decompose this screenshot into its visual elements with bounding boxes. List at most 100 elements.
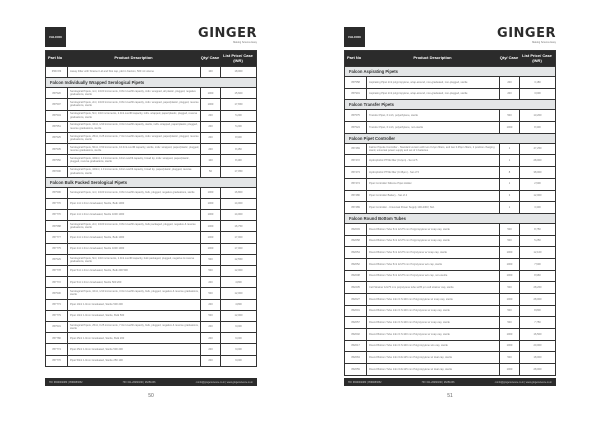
- cell-price: 9,000: [220, 344, 256, 355]
- table-row: 357486 Pipet Controller Battery - Set of …: [345, 189, 555, 202]
- header-part-no: Part No: [347, 55, 362, 61]
- cell-price: 8,300: [519, 122, 555, 133]
- cell-part-no: 357531: [52, 325, 61, 329]
- cell-qty: 200: [200, 144, 220, 155]
- cell-price: 28,260: [519, 282, 555, 293]
- cell-part-no: 357524: [351, 125, 360, 129]
- cell-description: Pipet 10ml 1.0mm Graduated, Sterile, Bul…: [67, 310, 200, 321]
- cell-price: 28,000: [519, 294, 555, 305]
- cell-description: Serological Pipets, 1ml, 1/100 increment…: [67, 187, 200, 198]
- cell-price: 8,490: [220, 155, 256, 166]
- cell-description: Pipet 25ml 1.0mm Graduated, Sterile, Bul…: [67, 333, 200, 344]
- cell-part-no: 352057: [351, 321, 360, 325]
- table-row: 357474 Pipet Controller Silicone Pipet Ho…: [345, 177, 555, 190]
- cell-price: 47,250: [519, 143, 555, 155]
- cell-price: 12,000: [519, 190, 555, 202]
- table-row: 357775 Pipet 2ml 1.0mm Graduated, Sterile…: [46, 242, 256, 254]
- cell-qty: 1000: [499, 258, 519, 270]
- table-row: 357773 Pipet 10ml 1.0mm Graduated, Steril…: [46, 298, 256, 310]
- catalog-page-left: FALCON GINGER Making Science Easy Part N…: [45, 0, 257, 424]
- cell-description: Hydrophobic PTFE filter (0.2µm) - Set of…: [366, 155, 499, 167]
- footer-office: HO: 011-26260190 | 26251036: [421, 380, 455, 384]
- cell-qty: 200: [499, 77, 519, 88]
- cell-qty: 1000: [200, 243, 220, 254]
- cell-qty: 200: [200, 121, 220, 132]
- cell-description: Round Bottom Tube 14ml 16x125 mm Polypro…: [366, 364, 499, 375]
- ginger-logo: GINGER Making Science Easy: [198, 26, 257, 44]
- table-row: 357472 Hydrophobic PTFE filter (0.2µm) - …: [345, 154, 555, 167]
- cell-part-no: 357600: [52, 169, 61, 173]
- table-row: 357529 Serological Pipets, 5ml, 1/10 incr…: [46, 253, 256, 265]
- cell-price: 17,000: [220, 243, 256, 254]
- table-row: 352057 Round Bottom Tube 14ml 17x100 mm P…: [345, 316, 555, 329]
- table-header: Part No Product Description Qty/ Case Li…: [46, 51, 256, 66]
- cell-part-no: 357775: [52, 247, 61, 251]
- cell-description: Round Bottom Tube 5ml 12x75 mm Polypropy…: [366, 223, 499, 235]
- table-row: 352003 Round Bottom Tube 5ml 12x75 mm Pol…: [345, 222, 555, 235]
- cell-part-no: 357472: [351, 159, 360, 163]
- header-description: Product Description: [114, 55, 153, 61]
- cell-price: 12,000: [220, 266, 256, 277]
- section-heading: Falcon Transfer Pipets: [345, 99, 555, 110]
- cell-description: Serological Pipets, 2ml, 1/100 increment…: [67, 221, 200, 232]
- cell-part-no: 352235: [351, 285, 360, 289]
- table-row: 357535 Serological Pipets, 50ml, 0.50 inc…: [46, 143, 256, 155]
- cell-description: Serological Pipets, 50ml, 0.50 increment…: [67, 144, 200, 155]
- cell-part-no: 352008: [351, 274, 360, 278]
- cell-price: 3,600: [519, 88, 555, 100]
- cell-description: Hydrophobic PTFE filter (0.45µm) - Set o…: [366, 167, 499, 178]
- cell-description: Transfer Pipet, 6 inch, polyethylene, st…: [366, 110, 499, 122]
- cell-qty: 200: [499, 88, 519, 100]
- cell-qty: 1: [499, 155, 519, 167]
- table-row: 357551 Serological Pipets, 10ml, 1/10 inc…: [46, 120, 256, 132]
- cell-price: 9,000: [220, 355, 256, 366]
- cell-part-no: 357776: [52, 213, 61, 217]
- cell-description: Pipet 1ml 1.0mm Graduated, Sterile, Bulk…: [67, 198, 200, 210]
- cell-qty: 1000: [200, 99, 220, 110]
- table-row: 357600 Serological Pipets, 100ml, 1.0 inc…: [46, 165, 256, 177]
- cell-qty: 1000: [200, 221, 220, 232]
- cell-qty: 1000: [200, 198, 220, 210]
- cell-price: 5,200: [220, 110, 256, 121]
- cell-price: 8,800: [519, 305, 555, 317]
- table-row: 352059 Round Bottom Tube 14ml 16x125 mm P…: [345, 363, 555, 375]
- table-row: 357473 Hydrophobic PTFE filter (0.45µm) -…: [345, 166, 555, 178]
- cell-price: 4,800: [220, 277, 256, 288]
- table-row: 357776 Pipet 1ml 1.0mm Graduated, Sterile…: [46, 197, 256, 210]
- table-header: Part No Product Description Qty/ Case Li…: [345, 51, 555, 66]
- table-row: 352235 Cell Strainer 12x75 mm polystyrene…: [345, 281, 555, 293]
- cell-qty: 1000: [200, 210, 220, 221]
- cell-description: Round Bottom Tube 5ml 12x75 mm Polystyre…: [366, 247, 499, 258]
- cell-price: 20,000: [519, 340, 555, 352]
- cell-qty: 500: [499, 352, 519, 364]
- table-row: 352027 Round Bottom Tube 14ml 17x100 mm P…: [345, 293, 555, 305]
- cell-qty: 500: [499, 305, 519, 317]
- cell-description: Pipet Controller Silicone Pipet Holder: [366, 178, 499, 190]
- page-number: 50: [148, 393, 154, 399]
- cell-description: Cell Strainer 12x75 mm polystyrene tube …: [366, 282, 499, 293]
- cell-part-no: 352002: [351, 332, 360, 336]
- table-row: 357575 Transfer Pipet, 6 inch, polyethyle…: [345, 109, 555, 122]
- cell-qty: 500: [499, 317, 519, 329]
- ginger-logo: GINGER Making Science Easy: [497, 26, 556, 44]
- cell-part-no: 357520: [52, 91, 61, 95]
- cell-part-no: 357558: [351, 80, 360, 84]
- table-row: 357901 Aspirating Pipet 2ml polypropylene…: [345, 87, 555, 100]
- cell-qty: 1000: [499, 270, 519, 282]
- cell-part-no: 357486: [351, 194, 360, 198]
- table-row: 3563 83 Assay Filter with Strainer Lid an…: [46, 66, 256, 78]
- cell-qty: 1000: [499, 340, 519, 352]
- cell-qty: 1000: [200, 187, 220, 198]
- cell-price: 3,180: [519, 77, 555, 88]
- table-row: 352052 Round Bottom Tube 5ml 12x75 mm Pol…: [345, 257, 555, 270]
- table-row: 352063 Round Bottom Tube 14ml 16x125 mm P…: [345, 351, 555, 364]
- cell-price: 8,960: [519, 270, 555, 282]
- table-row: 357550 Serological Pipets, 100ml, 1.0 inc…: [46, 154, 256, 166]
- cell-description: Falcon Pipette Controller - Standard ver…: [366, 143, 499, 155]
- cell-description: Pipet 25ml 1.0mm Graduated, Sterile 500 …: [67, 344, 200, 355]
- cell-price: 2,500: [519, 178, 555, 190]
- cell-description: Round Bottom Tube 14ml 17x100 mm Polypro…: [366, 294, 499, 305]
- cell-part-no: 357776: [52, 358, 61, 362]
- cell-part-no: 357779: [52, 314, 61, 318]
- cell-part-no: 357529: [52, 258, 61, 262]
